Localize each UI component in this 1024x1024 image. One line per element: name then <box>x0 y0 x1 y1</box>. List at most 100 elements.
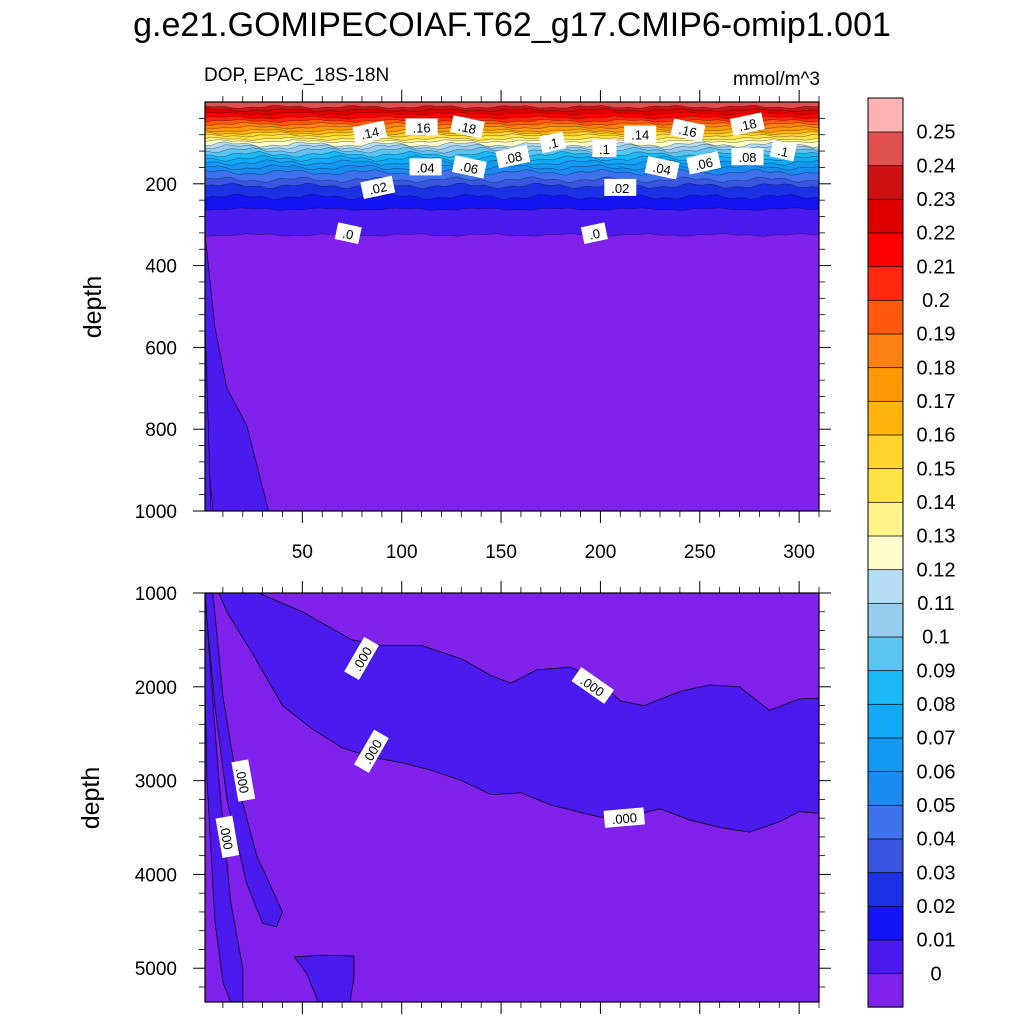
colorbar-label: 0.25 <box>917 122 956 144</box>
upper-frame <box>204 101 820 512</box>
colorbar-label: 0 <box>930 963 941 985</box>
x-tick-label: 100 <box>386 542 418 563</box>
colorbar-label: 0.19 <box>917 324 956 346</box>
colorbar-swatch <box>867 265 904 301</box>
contour-label: .000 <box>603 807 645 828</box>
y-tick-label: 4000 <box>135 865 177 886</box>
colorbar-swatch <box>867 636 904 672</box>
contour-label: .16 <box>405 118 438 136</box>
colorbar-label: 0.11 <box>917 593 954 615</box>
contour-label-box <box>354 729 389 773</box>
contour-label: .18 <box>449 115 485 139</box>
contour-label-box <box>580 222 608 245</box>
contour-label-text: .02 <box>368 179 389 197</box>
colorbar-label: 0.08 <box>917 694 956 716</box>
contour-label-box <box>451 155 487 179</box>
colorbar-swatch <box>867 366 904 402</box>
colorbar-frame <box>867 97 904 1008</box>
colorbar-swatch <box>867 602 904 638</box>
contour-label-box <box>539 131 567 154</box>
contour-label: .0 <box>580 222 608 245</box>
upper-panel: .14.16.18.1.14.16.18.04.06.08.1.04.06.08… <box>135 90 831 563</box>
contour-label: .08 <box>731 148 764 166</box>
left-subtitle: DOP, EPAC_18S-18N <box>204 65 389 86</box>
contour-label-text: .1 <box>546 135 560 152</box>
contour-label-text: .0 <box>341 226 355 243</box>
contour-label: .02 <box>604 178 637 196</box>
colorbar-swatch <box>867 770 904 806</box>
contour-label: .06 <box>451 155 487 179</box>
contour-label: .1 <box>539 131 567 154</box>
contour-label-text: .16 <box>677 122 698 140</box>
contour-label-text: .08 <box>503 148 524 166</box>
contour-label: .000 <box>215 815 240 858</box>
colorbar-swatch <box>867 434 904 470</box>
colorbar-label: 0.01 <box>917 930 956 952</box>
colorbar-label: 0.02 <box>917 896 956 918</box>
colorbar-label: 0.05 <box>917 795 956 817</box>
contour-label-text: .000 <box>233 767 252 795</box>
colorbar-swatch <box>867 838 904 874</box>
colorbar-swatch <box>867 703 904 739</box>
colorbar-label: 0.16 <box>917 425 956 447</box>
units-subtitle: mmol/m^3 <box>733 69 820 90</box>
contour-label: .04 <box>644 156 680 180</box>
x-tick-label: 50 <box>292 542 313 563</box>
colorbar-label: 0.06 <box>917 761 956 783</box>
contour-label-box <box>592 140 617 157</box>
colorbar-swatch <box>867 737 904 773</box>
contour-label-box <box>670 118 706 142</box>
colorbar-label: 0.03 <box>917 862 956 884</box>
lower-panel: .000.000.000.000.000.0001000200030004000… <box>135 581 831 1014</box>
contour-label-text: .1 <box>776 143 790 160</box>
contour-label: .16 <box>670 118 706 142</box>
colorbar-swatch <box>867 467 904 503</box>
colorbar-swatch <box>867 669 904 705</box>
x-tick-label: 250 <box>684 542 716 563</box>
contour-label: .14 <box>352 120 388 144</box>
contour-label-text: .0 <box>588 226 602 243</box>
contour-label: .0 <box>334 222 362 245</box>
contour-band-sliver <box>204 592 283 928</box>
colorbar-label: 0.07 <box>917 728 956 750</box>
y-tick-label: 600 <box>145 338 177 359</box>
x-tick-label: 150 <box>485 542 517 563</box>
lower-y-axis-label: depth <box>77 767 105 830</box>
contour-label-text: .02 <box>611 181 629 196</box>
contour-label-box <box>624 125 657 143</box>
contour-label: .04 <box>409 158 442 176</box>
contour-label-box <box>360 175 396 200</box>
colorbar-swatch <box>867 198 904 234</box>
contour-label-box <box>344 636 379 681</box>
colorbar-label: 0.2 <box>922 290 950 312</box>
colorbar-swatch <box>867 905 904 941</box>
contour-label-box <box>495 145 531 169</box>
contour-label-text: .18 <box>457 119 478 137</box>
contour-label-text: .04 <box>651 160 672 178</box>
contour-label-box <box>769 139 797 162</box>
colorbar-label: 0.23 <box>917 189 956 211</box>
contour-label-box <box>409 158 442 176</box>
contour-label-text: .04 <box>417 160 435 175</box>
contour-label-text: .16 <box>413 120 431 135</box>
colorbar: 0 0.01 0.02 0.03 0.04 0.05 0.06 0.07 0.08 0.09 0.1… <box>867 97 956 1008</box>
x-tick-label: 300 <box>783 542 815 563</box>
y-tick-label: 2000 <box>135 678 177 699</box>
contour-label-text: .1 <box>599 142 610 157</box>
chart-title: g.e21.GOMIPECOIAF.T62_g17.CMIP6-omip1.00… <box>133 6 891 44</box>
colorbar-swatch <box>867 501 904 537</box>
colorbar-label: 0.18 <box>917 357 956 379</box>
contour-label: .06 <box>686 151 722 175</box>
contour-label-box <box>352 120 388 144</box>
colorbar-swatch <box>867 164 904 200</box>
y-tick-label: 5000 <box>135 959 177 980</box>
contour-label-box <box>334 222 362 245</box>
contour-label: .14 <box>624 125 657 143</box>
contour-label-box <box>449 115 485 139</box>
contour-label: .1 <box>769 139 797 162</box>
contour-label-box <box>603 807 645 828</box>
colorbar-swatch <box>867 97 904 133</box>
contour-label-text: .000 <box>611 810 638 827</box>
colorbar-swatch <box>867 939 904 975</box>
